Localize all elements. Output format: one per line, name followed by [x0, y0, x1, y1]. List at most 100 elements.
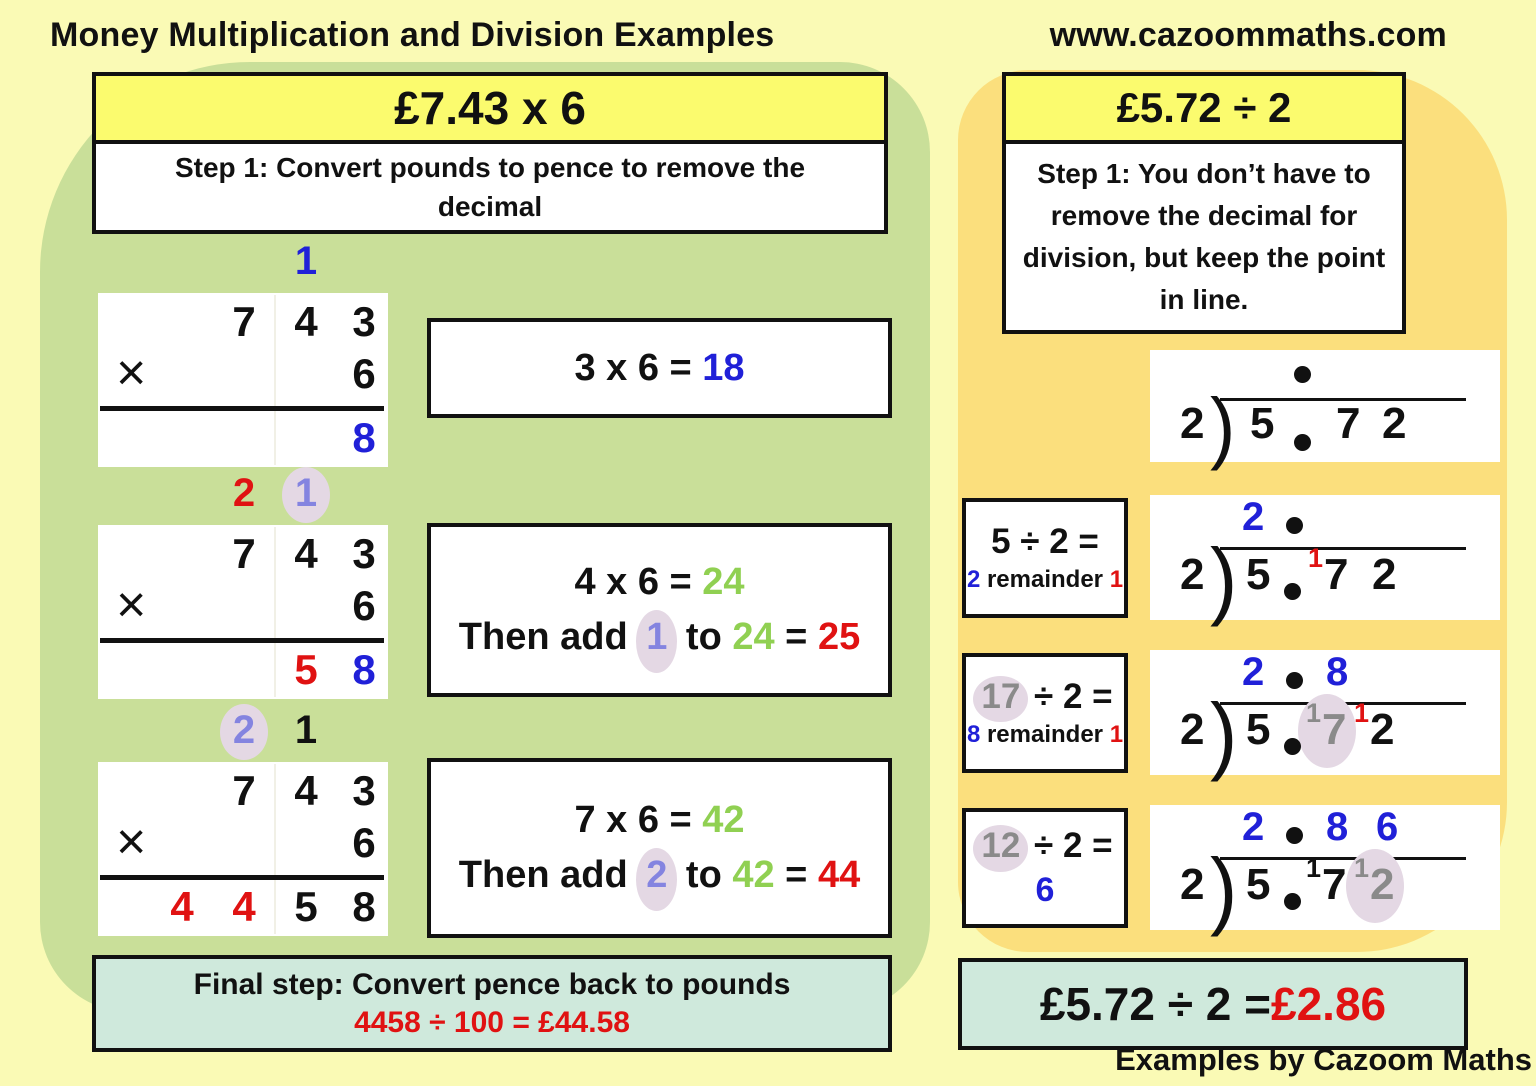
equals-line [100, 638, 384, 643]
division-working-box: 2) 5 1 7 1 2 2 8 6 [1150, 805, 1500, 933]
equation-token: 4 x 6 = [574, 561, 703, 603]
multiplier-digit: 6 [352, 350, 376, 397]
equation-token: 42 [732, 854, 775, 896]
division-working-box: 2) 5 7 2 [1150, 350, 1500, 467]
dividend-digit: 2 [1370, 860, 1395, 909]
division-example-box: £5.72 ÷ 2 Step 1: You don’t have to remo… [1002, 72, 1406, 334]
quotient-digit: 2 [1242, 495, 1265, 539]
credit-text: Examples by Cazoom Maths [1115, 1042, 1532, 1077]
result-digit: 4 [232, 883, 256, 930]
multiplication-problem-header: £7.43 x 6 [96, 76, 884, 144]
dividend-digit: 5 [1246, 860, 1271, 909]
division-step-answer: 8 remainder 1 [966, 721, 1124, 749]
dividend-digit: 5 [1246, 705, 1271, 754]
decimal-point-dot [1284, 583, 1301, 600]
quotient-digit: 2 [1242, 805, 1265, 849]
multiplier-digit: 6 [352, 819, 376, 866]
multiplication-example-box: £7.43 x 6 Step 1: Convert pounds to penc… [92, 72, 888, 234]
carried-remainder-digit: 1 [1354, 698, 1370, 728]
equation-token: 24 [732, 616, 775, 658]
multiplier-digit: 6 [352, 582, 376, 629]
label-token: 2 [966, 566, 981, 594]
label-token: 12 [981, 826, 1021, 866]
equation-token: 3 x 6 = [574, 346, 703, 389]
answer-token: £5.72 ÷ 2 = [1039, 978, 1272, 1030]
multiply-sign: × [116, 813, 147, 871]
multiplication-step1-text: Step 1: Convert pounds to pence to remov… [174, 151, 806, 222]
equation-token: = [774, 616, 818, 658]
dividend-digit: 5 [1246, 550, 1271, 599]
carry-digit: 2 [232, 471, 256, 515]
carry-highlight-circle [1346, 849, 1404, 923]
bus-stop-line [1220, 547, 1466, 550]
dividend-digit: 2 [1370, 705, 1395, 754]
decimal-point-dot [1284, 893, 1301, 910]
result-digit: 5 [294, 646, 318, 693]
dividend-digit: 5 [1250, 399, 1275, 448]
multiplicand-digit: 3 [352, 530, 376, 577]
equation-line: Then add 2 to 42 = 44 [458, 848, 861, 911]
equation-token: to [675, 616, 733, 658]
carry-highlight-circle [220, 704, 268, 760]
decimal-point-dot [1294, 434, 1311, 451]
multiply-sign: × [116, 344, 147, 402]
highlight-circle: 17 [973, 675, 1029, 723]
division-working-box: 2) 5 1 7 2 2 [1150, 495, 1500, 623]
page-title: Money Multiplication and Division Exampl… [50, 16, 775, 54]
carry-highlight-circle [1298, 694, 1356, 768]
result-digit: 4 [170, 883, 194, 930]
equation-token: Then add [458, 854, 639, 896]
equation-line: 7 x 6 = 42 [574, 799, 744, 842]
label-token: remainder [980, 721, 1110, 749]
dividend-digit: 7 [1322, 705, 1347, 754]
equation-token: 18 [702, 346, 745, 389]
divisor-digit: 2 [1180, 550, 1205, 599]
carried-remainder-digit: 1 [1306, 698, 1322, 728]
divisor-digit: 2 [1180, 860, 1205, 909]
dividend-digit: 2 [1372, 550, 1397, 599]
multiplicand-digit: 4 [294, 298, 318, 345]
carry-digit: 2 [232, 708, 256, 752]
equation-box-ones: 3 x 6 = 18 [427, 318, 892, 418]
label-token: remainder [980, 566, 1110, 594]
equation-token: 2 [646, 854, 668, 896]
multiplicand-digit: 3 [352, 767, 376, 814]
equation-token: 42 [702, 799, 745, 841]
carried-remainder-digit: 1 [1308, 543, 1324, 573]
label-token: ÷ 2 = [1024, 826, 1113, 866]
equation-line: Then add 1 to 24 = 25 [459, 610, 861, 673]
label-token: 8 [966, 721, 981, 749]
division-problem-header: £5.72 ÷ 2 [1006, 76, 1402, 144]
result-digit: 8 [352, 646, 376, 693]
quotient-digit: 8 [1326, 805, 1349, 849]
label-token: 6 [1035, 870, 1055, 909]
division-step-box: 12 ÷ 2 = 6 [962, 808, 1128, 928]
divisor-digit: 2 [1180, 705, 1205, 754]
equation-token: 1 [646, 616, 668, 658]
carry-digit: 1 [294, 239, 318, 283]
quotient-digit: 8 [1326, 650, 1349, 694]
division-bracket: ) [1210, 686, 1238, 783]
quotient-decimal-dot [1286, 672, 1303, 689]
division-step-question: 17 ÷ 2 = [973, 675, 1113, 723]
equation-token: = [774, 854, 818, 896]
equation-token: 44 [817, 854, 861, 896]
multiplicand-digit: 7 [232, 767, 256, 814]
final-step-box: Final step: Convert pence back to pounds… [92, 955, 892, 1052]
carry-digit: 1 [294, 471, 318, 515]
carried-remainder-digit: 1 [1306, 853, 1322, 883]
carried-remainder-digit: 1 [1354, 853, 1370, 883]
quotient-digit: 6 [1376, 805, 1399, 849]
multiply-sign: × [116, 576, 147, 634]
label-token: 1 [1109, 721, 1124, 749]
multiplication-working-box: 7 4 3 × 6 8 [98, 293, 388, 467]
final-step-text: Final step: Convert pence back to pounds [193, 967, 791, 1001]
bus-stop-line [1220, 398, 1466, 401]
division-step-question: 12 ÷ 2 = [973, 825, 1113, 872]
division-step-answer: 2 remainder 1 [966, 566, 1123, 594]
equation-token: 25 [817, 616, 861, 658]
equals-line [100, 406, 384, 411]
label-token: ÷ 2 = [1024, 676, 1113, 716]
equation-box-hundreds: 7 x 6 = 42 Then add 2 to 42 = 44 [427, 758, 892, 938]
